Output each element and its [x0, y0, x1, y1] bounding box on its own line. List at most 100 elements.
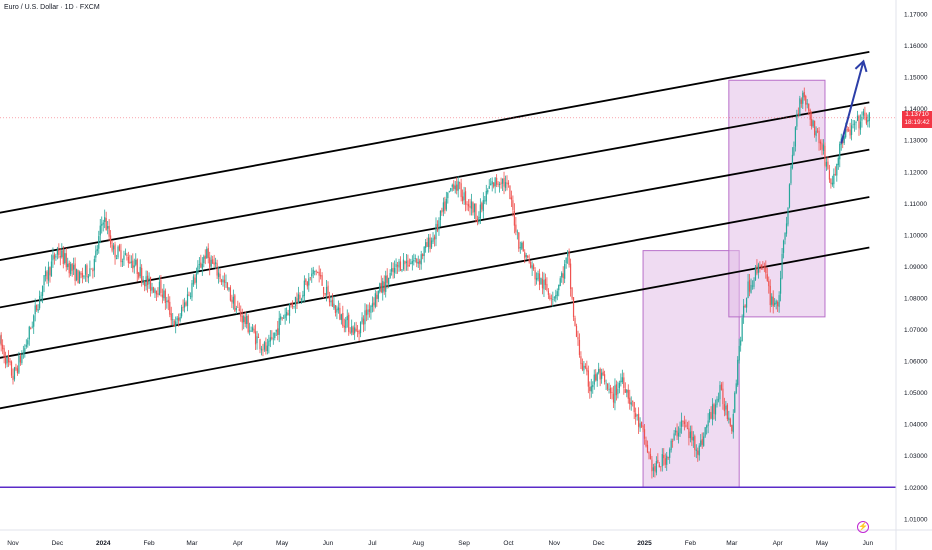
candle [602, 368, 604, 377]
lightning-bolt-icon[interactable]: ⚡ [857, 521, 869, 533]
candle [484, 195, 486, 205]
y-tick-label: 1.10000 [904, 232, 928, 239]
candle [170, 306, 172, 326]
candle [811, 111, 813, 130]
candle [609, 384, 612, 400]
candle [435, 217, 437, 247]
candle [391, 262, 393, 276]
candle [305, 278, 307, 286]
y-tick-label: 1.09000 [904, 264, 928, 271]
candle [145, 270, 147, 291]
candle [766, 267, 768, 282]
candle [40, 291, 42, 302]
candle [207, 243, 209, 264]
y-tick-label: 1.15000 [904, 75, 928, 82]
candle [667, 456, 669, 460]
candle [713, 402, 715, 420]
candle [676, 423, 678, 441]
candle [442, 197, 444, 217]
candle [586, 360, 588, 376]
candle [209, 251, 211, 276]
candle [605, 379, 607, 391]
candle [228, 286, 230, 292]
candle [129, 254, 131, 264]
candle [355, 321, 357, 332]
candle [439, 210, 442, 227]
candle [231, 294, 233, 309]
candle [670, 438, 672, 453]
candle [636, 413, 638, 421]
candle [188, 291, 190, 297]
candle [624, 382, 626, 393]
candle [124, 248, 127, 256]
candle [235, 305, 237, 315]
candle [247, 314, 249, 334]
candle [142, 275, 144, 286]
candle [787, 207, 789, 227]
candle [822, 139, 825, 155]
candle [593, 369, 595, 390]
candle [620, 373, 622, 387]
candle [522, 240, 524, 252]
candle [558, 284, 560, 297]
candle [120, 243, 122, 267]
candle [512, 195, 514, 217]
candle [256, 330, 258, 350]
candle [93, 255, 95, 278]
candle [661, 448, 663, 472]
candle [321, 272, 323, 286]
candle [110, 230, 112, 248]
candle [405, 254, 408, 271]
candle [821, 139, 823, 156]
candle [673, 430, 675, 441]
highlight-box-1 [642, 250, 740, 488]
candle [322, 286, 325, 299]
candle [441, 207, 443, 216]
candle [543, 272, 545, 297]
candle [297, 286, 300, 304]
candle [701, 432, 703, 449]
candle [599, 367, 601, 387]
candle [278, 310, 280, 343]
candle [590, 378, 592, 398]
candle [814, 120, 816, 138]
candle [633, 401, 635, 420]
candle [229, 285, 232, 302]
candle [312, 266, 314, 279]
candle [53, 252, 56, 265]
candle [583, 361, 585, 374]
channel-line-2 [0, 101, 870, 261]
candle [392, 262, 394, 279]
candle [371, 296, 373, 313]
candle [46, 270, 48, 284]
candle [809, 108, 811, 126]
candle [334, 304, 337, 317]
candle [0, 332, 2, 352]
candle [608, 382, 610, 394]
x-tick-label: Jun [863, 540, 874, 547]
candle [216, 259, 218, 279]
candle [158, 275, 161, 296]
candle [564, 259, 566, 284]
x-tick-label: Sep [458, 540, 470, 547]
candle [547, 288, 549, 299]
candle [287, 309, 289, 316]
candle [359, 321, 362, 338]
candle [618, 380, 620, 394]
candle [850, 119, 853, 141]
channel-line-1 [0, 50, 870, 214]
candle [34, 298, 36, 322]
candle [469, 198, 471, 216]
x-tick-label: Nov [549, 540, 561, 547]
projection-arrow [840, 61, 865, 144]
candle [126, 252, 128, 261]
candle [81, 267, 84, 284]
candle [351, 319, 353, 336]
candle [848, 126, 850, 132]
candle [744, 304, 746, 308]
y-tick-label: 1.02000 [904, 485, 928, 492]
candle [453, 180, 455, 191]
candle [215, 257, 217, 269]
